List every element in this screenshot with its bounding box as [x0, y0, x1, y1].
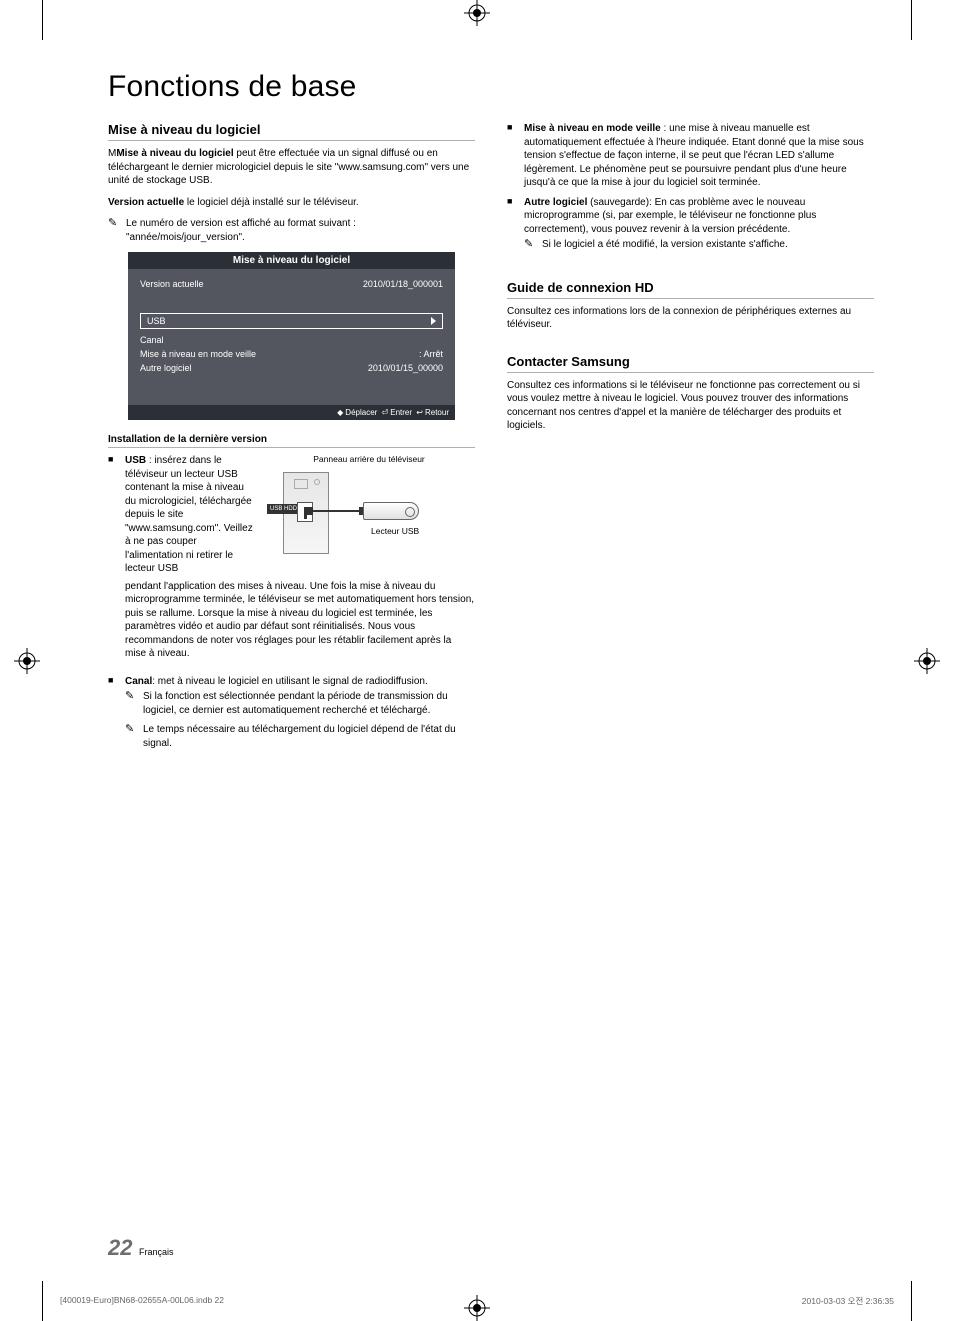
note-icon: ✎: [125, 723, 139, 750]
bullet-icon: ■: [108, 675, 117, 757]
canal-note2: ✎ Le temps nécessaire au téléchargement …: [125, 723, 475, 750]
contact-text: Consultez ces informations si le télévis…: [507, 379, 874, 433]
version-line: Version actuelle le logiciel déjà instal…: [108, 196, 475, 210]
registration-mark-icon: [464, 0, 490, 26]
page-content: Fonctions de base Mise à niveau du logic…: [108, 70, 874, 1261]
enter-icon: ⏎: [382, 408, 389, 417]
print-footer-right: 2010-03-03 오전 2:36:35: [802, 1295, 894, 1307]
bullet-icon: ■: [507, 196, 516, 258]
panel-row-canal[interactable]: Canal: [140, 335, 443, 345]
usb-text-b: pendant l'application des mises à niveau…: [125, 580, 475, 661]
section-heading-contact: Contacter Samsung: [507, 354, 874, 373]
bullet-standby: ■ Mise à niveau en mode veille : une mis…: [507, 122, 874, 190]
canal-note1-text: Si la fonction est sélectionnée pendant …: [143, 690, 475, 717]
page-title: Fonctions de base: [108, 70, 874, 104]
other-note-text: Si le logiciel a été modifié, la version…: [542, 238, 788, 252]
footer-enter: Entrer: [390, 408, 412, 417]
panel-row-usb[interactable]: USB: [140, 313, 443, 329]
usb-drive-icon: [363, 502, 419, 520]
fig-caption-top: Panneau arrière du téléviseur: [263, 454, 475, 465]
panel-row-standby[interactable]: Mise à niveau en mode veille : Arrêt: [140, 349, 443, 359]
two-column-layout: Mise à niveau du logiciel MMise à niveau…: [108, 122, 874, 762]
move-icon: ◆: [337, 408, 343, 417]
version-text: le logiciel déjà installé sur le télévis…: [184, 197, 359, 208]
tv-slot-icon: [314, 479, 320, 485]
subheading-install: Installation de la dernière version: [108, 434, 475, 448]
registration-mark-icon: [14, 648, 40, 674]
print-footer-left: [400019-Euro]BN68-02655A-00L06.indb 22: [60, 1295, 224, 1307]
right-column: ■ Mise à niveau en mode veille : une mis…: [507, 122, 874, 762]
registration-mark-icon: [914, 648, 940, 674]
section-heading-upgrade: Mise à niveau du logiciel: [108, 122, 475, 141]
panel-canal-label: Canal: [140, 335, 164, 345]
bullet-canal-content: Canal: met à niveau le logiciel en utili…: [125, 675, 475, 757]
guide-text: Consultez ces informations lors de la co…: [507, 305, 874, 332]
return-icon: ↩: [416, 408, 423, 417]
panel-version-value: 2010/01/18_000001: [363, 279, 443, 289]
crop-mark: [42, 0, 43, 40]
bullet-usb-content: USB : insérez dans le téléviseur un lect…: [125, 454, 475, 669]
tv-slot-icon: [294, 479, 308, 489]
bullet-other-software: ■ Autre logiciel (sauvegarde): En cas pr…: [507, 196, 874, 258]
bullet-canal: ■ Canal: met à niveau le logiciel en uti…: [108, 675, 475, 757]
bullet-icon: ■: [108, 454, 117, 669]
panel-standby-value: : Arrêt: [419, 349, 443, 359]
bullet-usb: ■ USB : insérez dans le téléviseur un le…: [108, 454, 475, 669]
intro-paragraph: MMise à niveau du logiciel peut être eff…: [108, 147, 475, 188]
version-label: Version actuelle: [108, 197, 184, 208]
crop-mark: [911, 1281, 912, 1321]
panel-usb-label: USB: [147, 316, 166, 326]
panel-row-other[interactable]: Autre logiciel 2010/01/15_00000: [140, 363, 443, 373]
intro-lead: Mise à niveau du logiciel: [116, 148, 233, 159]
usb-text-a: USB : insérez dans le téléviseur un lect…: [125, 454, 255, 576]
note-version-format: ✎ Le numéro de version est affiché au fo…: [108, 217, 475, 244]
usb-lead: USB: [125, 455, 146, 466]
crop-mark: [911, 0, 912, 40]
standby-content: Mise à niveau en mode veille : une mise …: [524, 122, 874, 190]
section-heading-guide: Guide de connexion HD: [507, 280, 874, 299]
other-lead: Autre logiciel: [524, 197, 587, 208]
note-icon: ✎: [125, 690, 139, 717]
panel-version-label: Version actuelle: [140, 279, 204, 289]
fig-caption-side: Lecteur USB: [371, 526, 419, 537]
usb-figure-wrap: USB : insérez dans le téléviseur un lect…: [125, 454, 475, 576]
arrow-right-icon: [431, 317, 436, 325]
canal-note2-text: Le temps nécessaire au téléchargement du…: [143, 723, 475, 750]
usb-cable-icon: [313, 510, 359, 512]
standby-lead: Mise à niveau en mode veille: [524, 123, 661, 134]
panel-footer: ◆Déplacer ⏎Entrer ↩Retour: [128, 405, 455, 420]
bullet-icon: ■: [507, 122, 516, 190]
panel-body: Version actuelle 2010/01/18_000001 USB C…: [128, 269, 455, 405]
note-text: Le numéro de version est affiché au form…: [126, 217, 475, 244]
footer-move: Déplacer: [345, 408, 377, 417]
usb-hdd-label: USB HDD: [267, 504, 300, 514]
panel-other-label: Autre logiciel: [140, 363, 192, 373]
page-footer: 22 Français: [108, 1235, 174, 1261]
crop-mark: [42, 1281, 43, 1321]
panel-other-value: 2010/01/15_00000: [368, 363, 443, 373]
other-note: ✎ Si le logiciel a été modifié, la versi…: [524, 238, 874, 252]
print-footer: [400019-Euro]BN68-02655A-00L06.indb 22 2…: [60, 1295, 894, 1307]
usb-text-part-a: : insérez dans le téléviseur un lecteur …: [125, 455, 253, 574]
panel-standby-label: Mise à niveau en mode veille: [140, 349, 256, 359]
page-language-label: Français: [139, 1247, 174, 1257]
note-icon: ✎: [524, 238, 538, 252]
panel-title: Mise à niveau du logiciel: [128, 252, 455, 269]
footer-return: Retour: [425, 408, 449, 417]
left-column: Mise à niveau du logiciel MMise à niveau…: [108, 122, 475, 762]
canal-text: : met à niveau le logiciel en utilisant …: [152, 676, 428, 687]
other-content: Autre logiciel (sauvegarde): En cas prob…: [524, 196, 874, 258]
usb-illustration: Panneau arrière du téléviseur USB HDD Le…: [263, 454, 475, 564]
canal-note1: ✎ Si la fonction est sélectionnée pendan…: [125, 690, 475, 717]
note-icon: ✎: [108, 217, 122, 244]
panel-row-version: Version actuelle 2010/01/18_000001: [140, 279, 443, 289]
upgrade-panel: Mise à niveau du logiciel Version actuel…: [128, 252, 455, 420]
canal-lead: Canal: [125, 676, 152, 687]
page-number: 22: [108, 1235, 132, 1261]
